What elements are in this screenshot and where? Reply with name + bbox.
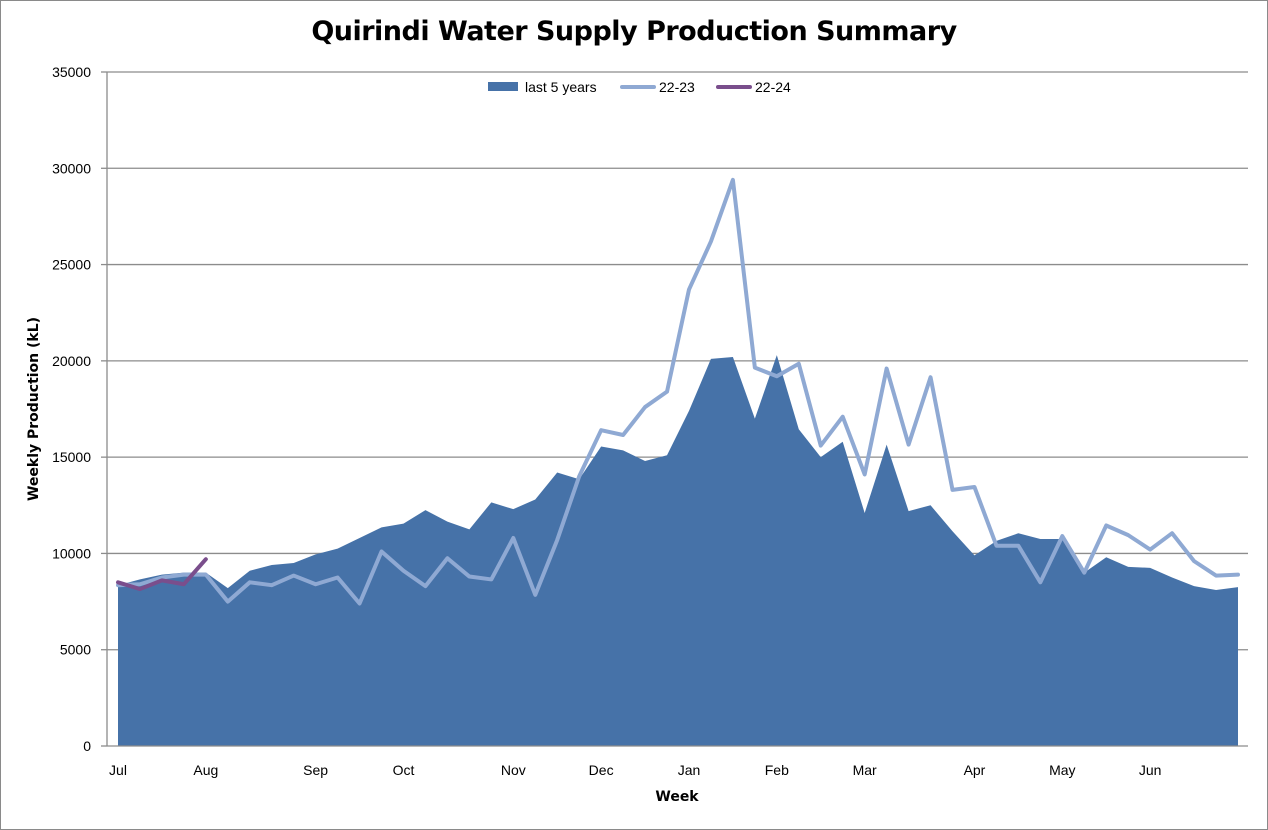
axes: 0 5000 10000 15000 20000 25000 30000 35000 Jul Au… [52,64,1248,778]
line-series [116,177,1240,606]
line-series-22-24 [116,557,208,592]
y-tick-label: 0 [83,738,91,754]
legend-swatch-last-5-years [488,82,518,91]
x-axis-title: Week [655,789,699,805]
legend-label: last 5 years [525,79,597,95]
y-tick-label: 30000 [52,160,91,176]
y-axis-title: Weekly Production (kL) [26,317,42,501]
x-tick-label: Dec [589,762,614,778]
y-tick-label: 20000 [52,353,91,369]
x-tick-label: Aug [193,762,218,778]
line-series-22-23 [116,177,1240,606]
x-tick-label: Jan [678,762,701,778]
x-tick-label: Jun [1139,762,1162,778]
y-tick-label: 15000 [52,449,91,465]
x-tick-label: Feb [765,762,789,778]
x-tick-label: Nov [501,762,526,778]
y-tick-label: 35000 [52,64,91,80]
x-tick-label: Apr [964,762,986,778]
area-last-5-years [118,355,1238,746]
x-tick-label: Mar [853,762,877,778]
y-tick-label: 5000 [60,642,91,658]
chart-title: Quirindi Water Supply Production Summary [311,16,957,47]
area-series [118,355,1238,746]
legend-label: 22-23 [659,79,695,95]
y-tick-label: 25000 [52,257,91,273]
x-tick-label: Sep [303,762,328,778]
legend-label: 22-24 [755,79,791,95]
x-tick-label: May [1049,762,1075,778]
legend: last 5 years 22-23 22-24 [488,79,791,95]
x-tick-label: Oct [393,762,415,778]
x-tick-label: Jul [109,762,127,778]
y-tick-label: 10000 [52,545,91,561]
